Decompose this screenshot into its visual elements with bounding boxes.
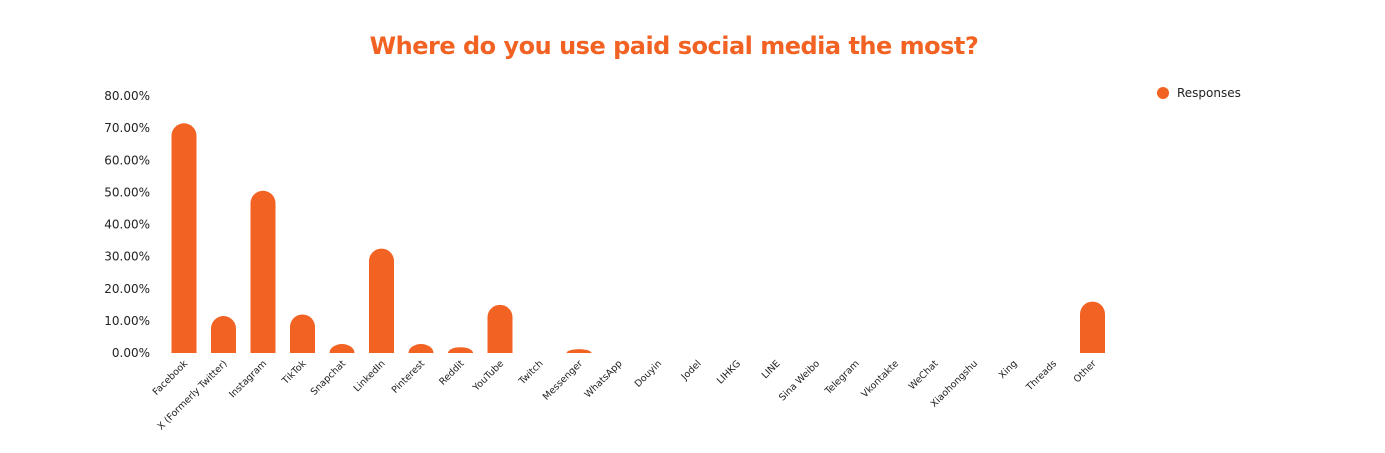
y-tick-label: 80.00%	[104, 89, 150, 103]
bar-tiktok	[290, 314, 315, 353]
x-tick-label: Messenger	[541, 358, 585, 402]
x-tick-label: LinkedIn	[352, 358, 388, 394]
bar-snapchat	[329, 344, 355, 353]
x-tick-label: Facebook	[151, 358, 191, 398]
bar-youtube	[487, 304, 513, 353]
x-tick-label: Threads	[1024, 358, 1060, 394]
chart-title: Where do you use paid social media the m…	[369, 32, 979, 60]
x-tick-label: Jodel	[679, 358, 704, 383]
legend-label-responses: Responses	[1177, 86, 1241, 100]
x-tick-label: X (Formerly Twitter)	[156, 358, 230, 432]
bar-other	[1080, 301, 1105, 353]
y-tick-label: 10.00%	[104, 314, 150, 328]
x-tick-label: WhatsApp	[583, 358, 625, 400]
y-axis: 0.00% 10.00% 20.00% 30.00% 40.00% 50.00% 60.00…	[104, 89, 150, 360]
x-tick-label: WeChat	[907, 358, 941, 392]
x-tick-label: YouTube	[470, 358, 506, 394]
y-tick-label: 30.00%	[104, 250, 150, 264]
x-tick-label: LIHKG	[715, 358, 743, 386]
x-tick-label: Snapchat	[309, 358, 349, 398]
y-tick-label: 70.00%	[104, 121, 150, 135]
legend-swatch-responses	[1157, 87, 1169, 99]
legend: Responses	[1157, 86, 1241, 100]
x-tick-label: Reddit	[437, 358, 466, 387]
bar-x-formerly-twitter	[211, 316, 236, 353]
x-tick-label: Pinterest	[390, 358, 428, 396]
x-tick-label: LINE	[760, 358, 783, 381]
y-tick-label: 40.00%	[104, 218, 150, 232]
y-tick-label: 0.00%	[112, 346, 150, 360]
y-tick-label: 50.00%	[104, 185, 150, 199]
bars	[171, 123, 1105, 353]
x-tick-label: Douyin	[633, 358, 664, 389]
bar-pinterest	[408, 344, 434, 353]
x-tick-label: Instagram	[227, 358, 269, 400]
x-tick-label: Sina Weibo	[777, 358, 822, 403]
bar-messenger	[566, 349, 592, 353]
bar-instagram	[250, 190, 276, 353]
x-tick-label: Twitch	[516, 358, 545, 387]
x-tick-label: Vkontakte	[859, 358, 901, 400]
y-tick-label: 20.00%	[104, 282, 150, 296]
bar-facebook	[171, 123, 197, 353]
x-tick-label: TikTok	[280, 358, 309, 387]
x-tick-label: Other	[1072, 358, 1099, 385]
x-tick-label: Xing	[997, 358, 1020, 381]
y-tick-label: 60.00%	[104, 153, 150, 167]
bar-linkedin	[369, 248, 394, 353]
bar-reddit	[448, 347, 473, 353]
x-tick-label: Telegram	[822, 358, 861, 397]
